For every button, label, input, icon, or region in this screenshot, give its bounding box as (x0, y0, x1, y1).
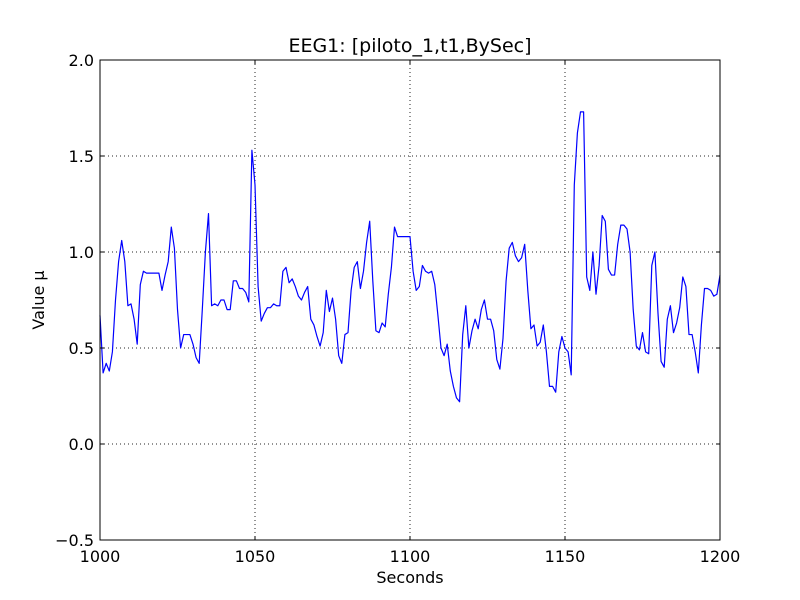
y-tick-label: 0.5 (69, 339, 94, 358)
series-line-0 (99, 111, 721, 403)
grid (100, 60, 720, 540)
x-tick-label: 1100 (390, 547, 431, 566)
y-tick-label: 2.0 (69, 51, 94, 70)
chart-title: EEG1: [piloto_1,t1,BySec] (288, 35, 531, 57)
x-tick-label: 1150 (545, 547, 586, 566)
x-tick-label: 1050 (235, 547, 276, 566)
y-tick-label: 0.0 (69, 435, 94, 454)
plot-frame (99, 59, 721, 541)
y-tick-label: −0.5 (55, 531, 94, 550)
y-axis-label: Value μ (29, 270, 48, 329)
y-tick-label: 1.5 (69, 147, 94, 166)
x-tick-label: 1000 (80, 547, 121, 566)
series-layer (99, 111, 721, 403)
y-tick-label: 1.0 (69, 243, 94, 262)
ticks: 1000 1050 1100 1150 1200 −0.5 0.0 0.5 1.0 1.5 2.0 (55, 51, 740, 566)
x-tick-label: 1200 (700, 547, 741, 566)
x-axis-label: Seconds (376, 568, 443, 587)
